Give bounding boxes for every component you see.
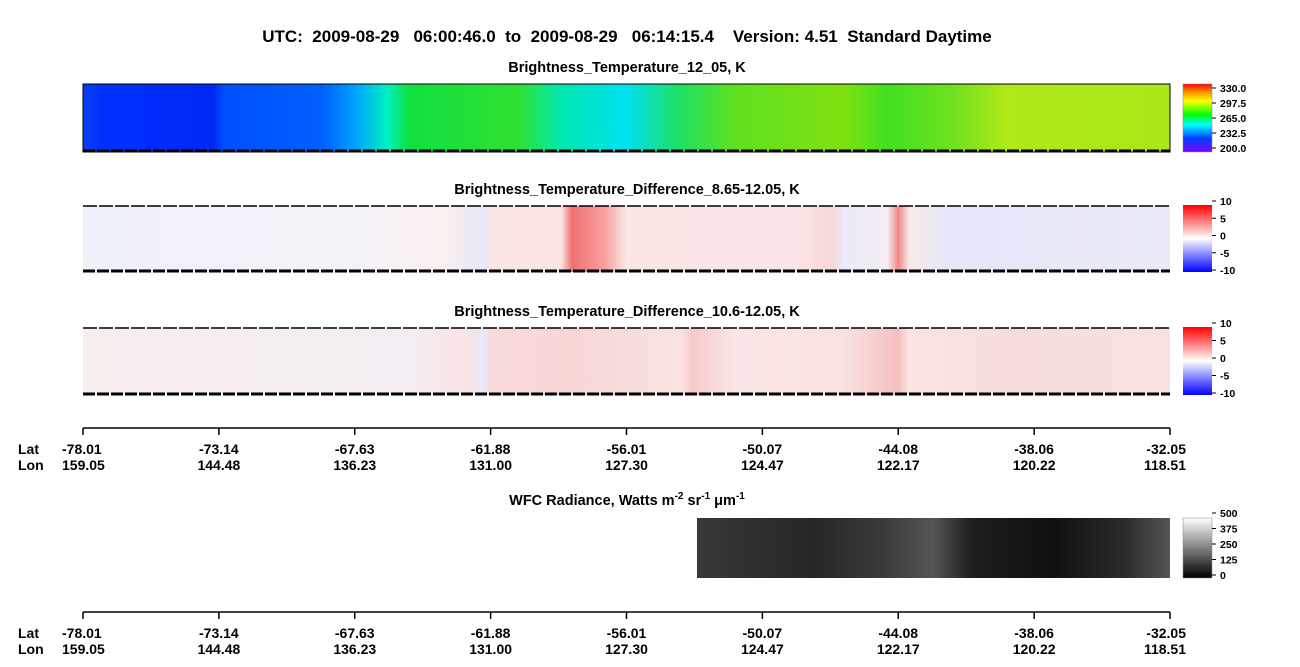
colorbar-label: -10 (1220, 388, 1235, 400)
colorbar-label: 330.0 (1220, 83, 1246, 95)
superscript: -1 (701, 491, 710, 502)
lon-label: 124.47 (741, 457, 784, 473)
lat-label: -38.06 (1014, 441, 1054, 457)
lat-label: -50.07 (743, 625, 783, 641)
colorbar-label: 375 (1220, 524, 1238, 536)
panel (83, 327, 1212, 396)
lat-title: Lat (18, 441, 39, 457)
lon-label: 159.05 (62, 457, 105, 473)
colorbar (1182, 517, 1213, 579)
lon-label: 131.00 (469, 457, 512, 473)
lat-label: -38.06 (1014, 625, 1054, 641)
image (83, 84, 1170, 152)
lon-label: 118.51 (1144, 641, 1186, 657)
image (83, 206, 1170, 272)
lon-label: 136.23 (333, 457, 376, 473)
lat-label: -56.01 (607, 625, 647, 641)
colorbar-label: 250 (1220, 539, 1238, 551)
colorbar-label: 5 (1220, 336, 1226, 348)
superscript: -2 (675, 491, 684, 502)
colorbar (1183, 205, 1212, 272)
lon-title: Lon (18, 641, 44, 657)
lon-label: 131.00 (469, 641, 512, 657)
lat-label: -61.88 (471, 441, 511, 457)
lon-label: 120.22 (1013, 457, 1056, 473)
lat-label: -67.63 (335, 625, 375, 641)
image (697, 518, 1170, 578)
title-part: WFC Radiance, Watts m (509, 493, 674, 509)
colorbar-label: -10 (1220, 265, 1235, 277)
title-part: μm (710, 493, 736, 509)
colorbar-label: 0 (1220, 570, 1226, 582)
lon-label: 120.22 (1013, 641, 1056, 657)
lon-label: 122.17 (877, 457, 920, 473)
lat-label: -78.01 (62, 625, 102, 641)
title-part: sr (683, 493, 701, 509)
lon-label: 118.51 (1144, 457, 1186, 473)
lat-label: -32.05 (1146, 625, 1186, 641)
lon-label: 122.17 (877, 641, 920, 657)
colorbar-label: 5 (1220, 213, 1226, 225)
lat-label: -56.01 (607, 441, 647, 457)
main-title: UTC: 2009-08-29 06:00:46.0 to 2009-08-29… (262, 27, 991, 46)
lat-label: -61.88 (471, 625, 511, 641)
image (83, 328, 1170, 395)
colorbar-label: 232.5 (1220, 128, 1246, 140)
colorbar-label: 10 (1220, 318, 1232, 330)
lat-label: -73.14 (199, 441, 239, 457)
panel (82, 83, 1213, 153)
lat-label: -44.08 (878, 625, 918, 641)
colorbar-label: 265.0 (1220, 113, 1246, 125)
colorbar-label: 200.0 (1220, 143, 1246, 155)
colorbar-label: 500 (1220, 508, 1238, 520)
colorbar-label: -5 (1220, 248, 1229, 260)
lon-title: Lon (18, 457, 44, 473)
lat-label: -50.07 (743, 441, 783, 457)
lat-label: -73.14 (199, 625, 239, 641)
lat-label: -67.63 (335, 441, 375, 457)
lon-label: 124.47 (741, 641, 784, 657)
colorbar-label: -5 (1220, 371, 1229, 383)
colorbar-label: 125 (1220, 555, 1238, 567)
lat-title: Lat (18, 625, 39, 641)
lon-label: 127.30 (605, 457, 648, 473)
colorbar-label: 0 (1220, 353, 1226, 365)
lat-label: -32.05 (1146, 441, 1186, 457)
colorbar (1183, 327, 1212, 395)
panel-title: WFC Radiance, Watts m-2 sr-1 μm-1 (509, 491, 745, 509)
lon-label: 144.48 (197, 457, 240, 473)
panel-title: Brightness_Temperature_Difference_8.65-1… (454, 182, 800, 198)
panel-title: Brightness_Temperature_12_05, K (508, 60, 746, 76)
superscript: -1 (736, 491, 745, 502)
lon-label: 144.48 (197, 641, 240, 657)
panel (697, 517, 1213, 579)
panel (83, 205, 1212, 273)
colorbar-label: 0 (1220, 231, 1226, 243)
colorbar-label: 297.5 (1220, 98, 1246, 110)
lon-label: 127.30 (605, 641, 648, 657)
panel-title: Brightness_Temperature_Difference_10.6-1… (454, 304, 800, 320)
lon-label: 136.23 (333, 641, 376, 657)
lat-label: -44.08 (878, 441, 918, 457)
colorbar-label: 10 (1220, 196, 1232, 208)
lon-label: 159.05 (62, 641, 105, 657)
colorbar (1182, 83, 1213, 153)
lat-label: -78.01 (62, 441, 102, 457)
